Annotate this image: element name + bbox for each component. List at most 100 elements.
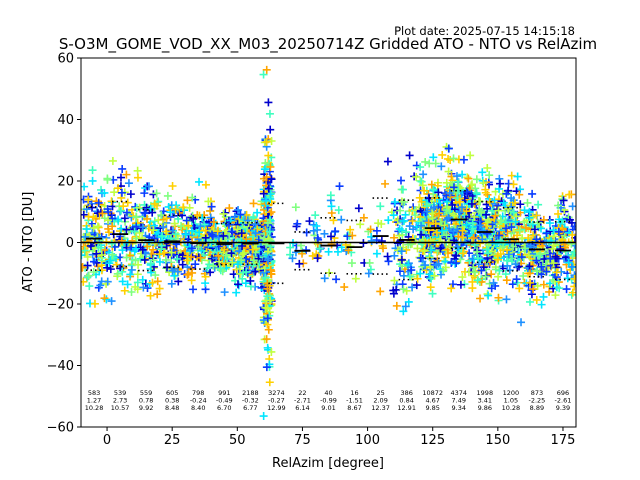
data-point bbox=[524, 251, 533, 260]
data-point bbox=[259, 70, 268, 79]
data-point bbox=[455, 208, 464, 217]
data-point bbox=[118, 267, 127, 276]
data-point bbox=[117, 224, 126, 233]
data-point bbox=[429, 185, 438, 194]
data-point bbox=[267, 347, 276, 356]
data-point bbox=[150, 234, 159, 243]
data-point bbox=[119, 202, 128, 211]
data-point bbox=[108, 250, 117, 259]
data-point bbox=[81, 232, 90, 241]
data-point bbox=[562, 285, 571, 294]
data-point bbox=[89, 257, 98, 266]
data-point bbox=[167, 279, 176, 288]
data-point bbox=[240, 248, 249, 257]
data-point bbox=[412, 172, 421, 181]
bin-stat-label: 9.39 bbox=[556, 404, 570, 412]
data-point bbox=[484, 249, 493, 258]
data-point bbox=[337, 215, 346, 224]
data-point bbox=[432, 261, 441, 270]
y-tick-label: 20 bbox=[57, 175, 74, 190]
data-point bbox=[158, 231, 167, 240]
data-point bbox=[163, 191, 172, 200]
data-point bbox=[221, 251, 230, 260]
data-point bbox=[178, 251, 187, 260]
data-point bbox=[472, 175, 481, 184]
data-point bbox=[463, 173, 472, 182]
data-point bbox=[513, 278, 522, 287]
data-point bbox=[417, 221, 426, 230]
data-point bbox=[162, 227, 171, 236]
data-point bbox=[507, 194, 516, 203]
data-point bbox=[499, 198, 508, 207]
data-point bbox=[265, 227, 274, 236]
data-point bbox=[94, 262, 103, 271]
data-point bbox=[570, 274, 576, 283]
data-point bbox=[327, 202, 336, 211]
data-point bbox=[220, 288, 229, 297]
data-point bbox=[191, 260, 200, 269]
y-tick-label: 0 bbox=[66, 236, 74, 251]
data-point bbox=[184, 270, 193, 279]
data-point bbox=[459, 155, 468, 164]
data-point bbox=[249, 213, 258, 222]
data-point bbox=[86, 241, 95, 250]
data-point bbox=[570, 248, 576, 257]
data-point bbox=[464, 174, 473, 183]
bin-stat-label: 0.38 bbox=[165, 397, 179, 405]
data-point bbox=[185, 203, 194, 212]
data-point bbox=[203, 264, 212, 273]
data-point bbox=[261, 303, 270, 312]
data-point bbox=[196, 253, 205, 262]
data-point bbox=[442, 206, 451, 215]
data-point bbox=[138, 245, 147, 254]
data-point bbox=[236, 210, 245, 219]
data-point bbox=[496, 216, 505, 225]
bin-stat-label: 605 bbox=[166, 389, 178, 397]
data-point bbox=[471, 184, 480, 193]
data-point bbox=[359, 213, 368, 222]
data-point bbox=[131, 282, 140, 291]
data-point bbox=[528, 212, 537, 221]
data-point bbox=[502, 224, 511, 233]
bin-stat-label: 1.27 bbox=[87, 397, 101, 405]
data-point bbox=[83, 273, 92, 282]
y-tick-label: −60 bbox=[47, 421, 74, 436]
bin-stat-label: 4374 bbox=[450, 389, 467, 397]
data-point bbox=[263, 292, 272, 301]
data-point bbox=[467, 199, 476, 208]
bin-stat-label: 16 bbox=[350, 389, 358, 397]
data-point bbox=[132, 244, 141, 253]
data-point bbox=[487, 270, 496, 279]
data-point bbox=[482, 245, 491, 254]
data-point bbox=[108, 214, 117, 223]
data-point bbox=[232, 288, 241, 297]
data-point bbox=[466, 151, 475, 160]
x-tick-label: 175 bbox=[551, 433, 576, 448]
data-point bbox=[155, 257, 164, 266]
data-point bbox=[555, 215, 564, 224]
data-point bbox=[542, 267, 551, 276]
data-point bbox=[266, 296, 275, 305]
data-point bbox=[201, 233, 210, 242]
data-point bbox=[173, 254, 182, 263]
data-point bbox=[132, 213, 141, 222]
data-point bbox=[262, 137, 271, 146]
data-point bbox=[436, 244, 445, 253]
data-point bbox=[89, 223, 98, 232]
data-point bbox=[476, 217, 485, 226]
data-point bbox=[563, 227, 572, 236]
data-point bbox=[264, 184, 273, 193]
bin-stat-label: 0.78 bbox=[139, 397, 153, 405]
data-point bbox=[108, 202, 117, 211]
data-point bbox=[239, 268, 248, 277]
data-point bbox=[267, 136, 276, 145]
data-point bbox=[149, 245, 158, 254]
data-point bbox=[103, 205, 112, 214]
data-point bbox=[478, 168, 487, 177]
data-point bbox=[495, 266, 504, 275]
data-point bbox=[417, 177, 426, 186]
data-point bbox=[535, 222, 544, 231]
x-tick-label: 25 bbox=[164, 433, 181, 448]
data-point bbox=[402, 228, 411, 237]
data-point bbox=[399, 243, 408, 252]
